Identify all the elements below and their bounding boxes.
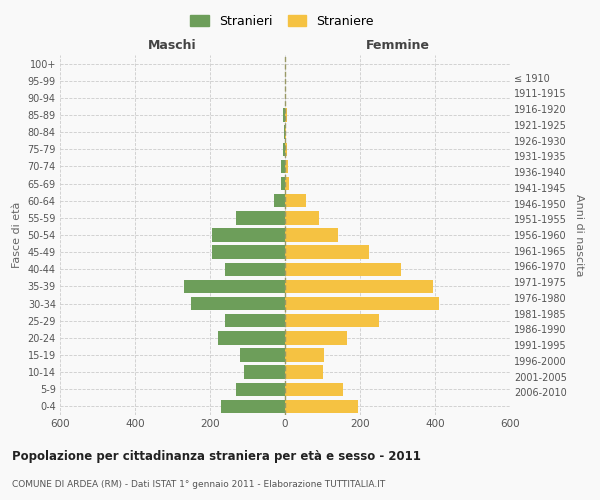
- Y-axis label: Anni di nascita: Anni di nascita: [574, 194, 584, 276]
- Bar: [281, 177, 285, 190]
- Bar: [285, 297, 439, 310]
- Bar: [285, 382, 343, 396]
- Bar: [285, 108, 287, 122]
- Bar: [285, 348, 325, 362]
- Bar: [285, 194, 305, 207]
- Bar: [284, 126, 285, 139]
- Bar: [274, 194, 285, 207]
- Bar: [191, 297, 285, 310]
- Bar: [285, 280, 433, 293]
- Bar: [285, 160, 288, 173]
- Bar: [212, 246, 285, 259]
- Text: Popolazione per cittadinanza straniera per età e sesso - 2011: Popolazione per cittadinanza straniera p…: [12, 450, 421, 463]
- Bar: [283, 108, 285, 122]
- Bar: [285, 314, 379, 328]
- Bar: [285, 228, 337, 241]
- Legend: Stranieri, Straniere: Stranieri, Straniere: [187, 11, 377, 32]
- Bar: [244, 366, 285, 379]
- Text: Maschi: Maschi: [148, 40, 197, 52]
- Bar: [225, 314, 285, 328]
- Y-axis label: Fasce di età: Fasce di età: [12, 202, 22, 268]
- Bar: [285, 366, 323, 379]
- Text: Femmine: Femmine: [365, 40, 430, 52]
- Bar: [240, 348, 285, 362]
- Bar: [236, 382, 285, 396]
- Bar: [285, 211, 319, 224]
- Bar: [285, 177, 289, 190]
- Bar: [285, 126, 286, 139]
- Bar: [285, 400, 358, 413]
- Bar: [285, 246, 370, 259]
- Bar: [225, 262, 285, 276]
- Bar: [218, 331, 285, 344]
- Bar: [236, 211, 285, 224]
- Text: COMUNE DI ARDEA (RM) - Dati ISTAT 1° gennaio 2011 - Elaborazione TUTTITALIA.IT: COMUNE DI ARDEA (RM) - Dati ISTAT 1° gen…: [12, 480, 385, 489]
- Bar: [184, 280, 285, 293]
- Bar: [285, 142, 287, 156]
- Bar: [221, 400, 285, 413]
- Bar: [285, 331, 347, 344]
- Bar: [283, 142, 285, 156]
- Bar: [212, 228, 285, 241]
- Bar: [285, 262, 401, 276]
- Bar: [281, 160, 285, 173]
